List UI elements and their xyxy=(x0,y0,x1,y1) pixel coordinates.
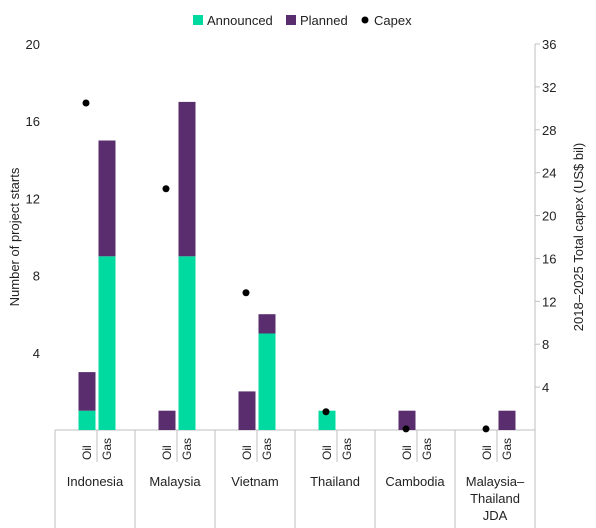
bar-announced-vietnam-gas xyxy=(258,333,276,430)
y2-tick-label: 28 xyxy=(542,123,556,138)
bar-planned-cambodia-oil xyxy=(398,410,416,430)
bar-planned-vietnam-gas xyxy=(258,314,276,334)
bar-category-label: Oil xyxy=(160,445,174,460)
bar-announced-indonesia-oil xyxy=(78,410,96,430)
group-label: Cambodia xyxy=(385,474,445,489)
y-tick-label: 20 xyxy=(26,37,40,52)
y2-tick-label: 16 xyxy=(542,251,556,266)
legend-announced-swatch xyxy=(193,15,203,25)
group-label: JDA xyxy=(483,508,508,523)
y2-tick-label: 32 xyxy=(542,80,556,95)
capex-marker-malaysia xyxy=(162,185,170,193)
bar-category-label: Gas xyxy=(260,438,274,460)
capex-marker-malaysia xyxy=(482,425,490,433)
y2-tick-label: 12 xyxy=(542,294,556,309)
bar-planned-malaysia-oil xyxy=(158,410,176,430)
y-tick-label: 16 xyxy=(26,114,40,129)
legend-capex-label: Capex xyxy=(374,13,412,28)
bar-category-label: Gas xyxy=(340,438,354,460)
capex-marker-cambodia xyxy=(402,425,410,433)
y2-tick-label: 20 xyxy=(542,209,556,224)
y-tick-label: 12 xyxy=(26,191,40,206)
bar-category-label: Oil xyxy=(320,445,334,460)
group-label: Indonesia xyxy=(67,474,124,489)
bar-category-label: Gas xyxy=(180,438,194,460)
y-tick-label: 4 xyxy=(33,346,40,361)
bar-category-label: Oil xyxy=(400,445,414,460)
capex-marker-vietnam xyxy=(242,289,250,297)
group-label: Malaysia xyxy=(149,474,201,489)
y2-tick-label: 36 xyxy=(542,37,556,52)
bar-category-label: Oil xyxy=(240,445,254,460)
bar-planned-indonesia-gas xyxy=(98,140,116,257)
y2-tick-label: 4 xyxy=(542,380,549,395)
bar-announced-malaysia-gas xyxy=(178,256,196,430)
group-label: Malaysia– xyxy=(466,474,525,489)
bar-category-label: Gas xyxy=(500,438,514,460)
legend-announced-label: Announced xyxy=(207,13,273,28)
capex-marker-thailand xyxy=(322,408,330,416)
y2-tick-label: 8 xyxy=(542,337,549,352)
capex-marker-indonesia xyxy=(82,99,90,107)
legend-capex-marker xyxy=(361,16,369,24)
bar-planned-vietnam-oil xyxy=(238,391,256,430)
bar-planned-malaysia-gas xyxy=(178,101,196,257)
group-label: Vietnam xyxy=(231,474,278,489)
y-tick-label: 8 xyxy=(33,269,40,284)
bar-category-label: Oil xyxy=(80,445,94,460)
y-axis-title: Number of project starts xyxy=(7,167,22,306)
legend-planned-swatch xyxy=(286,15,296,25)
y2-tick-label: 24 xyxy=(542,166,556,181)
bar-announced-indonesia-gas xyxy=(98,256,116,430)
bar-category-label: Gas xyxy=(420,438,434,460)
bar-category-label: Gas xyxy=(100,438,114,460)
group-label: Thailand xyxy=(470,491,520,506)
bar-planned-indonesia-oil xyxy=(78,372,96,411)
group-label: Thailand xyxy=(310,474,360,489)
y2-axis-title: 2018–2025 Total capex (US$ bil) xyxy=(571,143,586,331)
legend-planned-label: Planned xyxy=(300,13,348,28)
bar-planned-malaysia-gas xyxy=(498,410,516,430)
bar-category-label: Oil xyxy=(480,445,494,460)
bar-announced-thailand-oil xyxy=(318,410,336,430)
